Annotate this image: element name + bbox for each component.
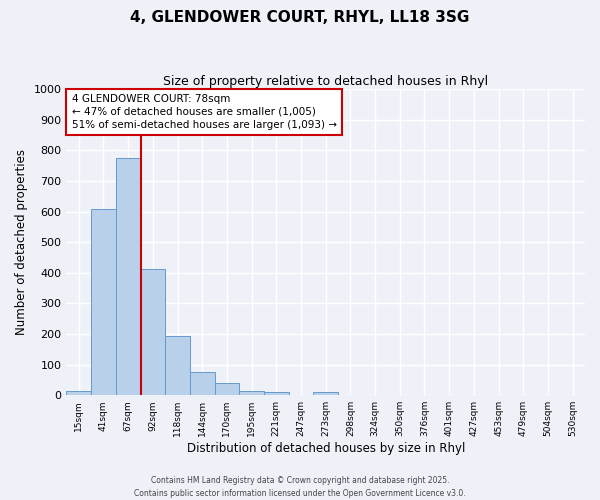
Bar (264, 392, 289, 395)
Y-axis label: Number of detached properties: Number of detached properties (15, 149, 28, 335)
Bar (67, 390, 91, 395)
Bar (313, 392, 338, 395)
Text: Contains HM Land Registry data © Crown copyright and database right 2025.
Contai: Contains HM Land Registry data © Crown c… (134, 476, 466, 498)
Title: Size of property relative to detached houses in Rhyl: Size of property relative to detached ho… (163, 75, 488, 88)
Bar (140, 269, 165, 395)
Bar (190, 372, 215, 395)
Text: 4 GLENDOWER COURT: 78sqm
← 47% of detached houses are smaller (1,005)
51% of sem: 4 GLENDOWER COURT: 78sqm ← 47% of detach… (71, 94, 337, 130)
Text: 4, GLENDOWER COURT, RHYL, LL18 3SG: 4, GLENDOWER COURT, RHYL, LL18 3SG (130, 10, 470, 25)
Bar (91, 209, 116, 395)
Bar (116, 158, 140, 395)
Bar (165, 336, 190, 395)
Bar (215, 383, 239, 395)
Bar (239, 390, 264, 395)
X-axis label: Distribution of detached houses by size in Rhyl: Distribution of detached houses by size … (187, 442, 465, 455)
